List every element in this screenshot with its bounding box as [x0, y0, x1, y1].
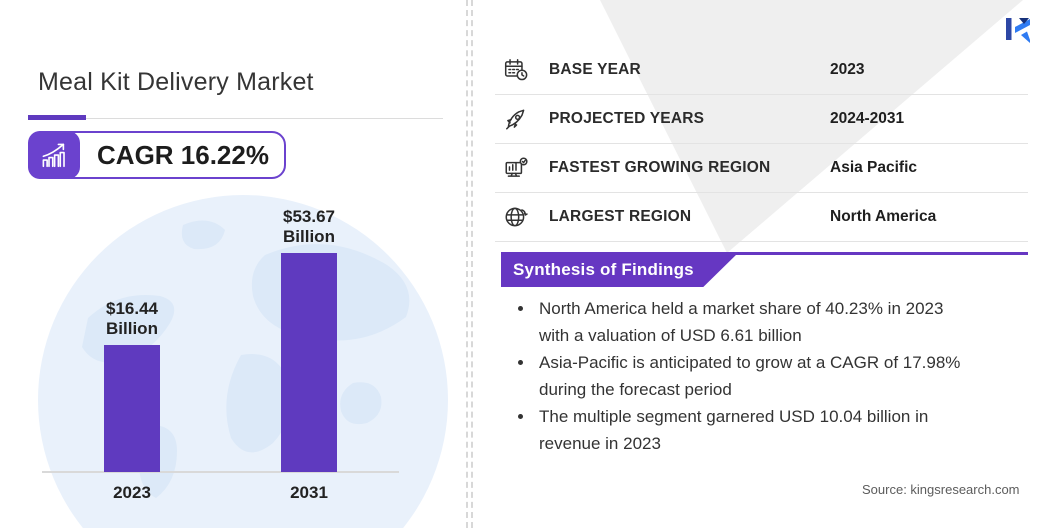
- cagr-label: CAGR 16.22%: [97, 139, 269, 170]
- bar-category-label: 2023: [113, 483, 151, 502]
- panel-divider-line: [466, 0, 468, 528]
- panel-divider-line: [471, 0, 473, 528]
- finding-line: North America held a market share of 40.…: [539, 299, 944, 318]
- cagr-icon-box: [28, 131, 80, 179]
- title-underline: [28, 118, 443, 119]
- stat-value: North America: [830, 208, 937, 225]
- stat-label: LARGEST REGION: [549, 208, 692, 225]
- finding-line: during the forecast period: [539, 380, 732, 399]
- stat-row-projected-years: PROJECTED YEARS 2024-2031: [495, 95, 1028, 144]
- stat-label: BASE YEAR: [549, 61, 641, 78]
- stat-value: 2024-2031: [830, 110, 905, 127]
- findings-list: North America held a market share of 40.…: [506, 295, 1021, 457]
- stat-row-fastest-growing-region: FASTEST GROWING REGION Asia Pacific: [495, 144, 1028, 193]
- findings-banner: Synthesis of Findings: [501, 252, 739, 287]
- stat-row-largest-region: LARGEST REGION North America: [495, 193, 1028, 242]
- globe-icon: [505, 207, 528, 227]
- cagr-badge: CAGR 16.22%: [28, 131, 286, 179]
- kings-research-logo-icon: [1006, 18, 1030, 43]
- finding-item: North America held a market share of 40.…: [506, 295, 1021, 349]
- chart-baseline: [42, 471, 399, 473]
- trend-chart-icon: [42, 143, 65, 168]
- growth-region-icon: [505, 157, 528, 177]
- stat-value: 2023: [830, 61, 865, 78]
- stat-value: Asia Pacific: [830, 159, 918, 176]
- finding-line: revenue in 2023: [539, 434, 661, 453]
- finding-line: Asia-Pacific is anticipated to grow at a…: [539, 353, 961, 372]
- stats-table: BASE YEAR 2023 PROJECTED YEARS 2024-2031: [495, 46, 1028, 242]
- source-attribution: Source: kingsresearch.com: [862, 482, 1020, 497]
- finding-item: Asia-Pacific is anticipated to grow at a…: [506, 349, 1021, 403]
- bullet-dot: [518, 414, 523, 419]
- stat-label: PROJECTED YEARS: [549, 110, 705, 127]
- finding-line: with a valuation of USD 6.61 billion: [539, 326, 802, 345]
- world-map-background: [38, 195, 448, 528]
- rocket-icon: [506, 109, 525, 130]
- bar-2023: [104, 345, 160, 472]
- stat-row-base-year: BASE YEAR 2023: [495, 46, 1028, 95]
- finding-item: The multiple segment garnered USD 10.04 …: [506, 403, 1021, 457]
- bullet-dot: [518, 306, 523, 311]
- findings-top-rule: [501, 252, 1028, 255]
- bar-category-label: 2031: [290, 483, 328, 502]
- finding-line: The multiple segment garnered USD 10.04 …: [539, 407, 929, 426]
- page-title: Meal Kit Delivery Market: [38, 68, 314, 96]
- bullet-dot: [518, 360, 523, 365]
- findings-title: Synthesis of Findings: [513, 259, 694, 279]
- bar-2031: [281, 253, 337, 472]
- calendar-clock-icon: [504, 58, 528, 81]
- stat-label: FASTEST GROWING REGION: [549, 159, 771, 176]
- bar-value-label: $53.67 Billion: [283, 207, 335, 246]
- bar-value-label: $16.44 Billion: [106, 299, 158, 338]
- title-underline-accent: [28, 115, 86, 120]
